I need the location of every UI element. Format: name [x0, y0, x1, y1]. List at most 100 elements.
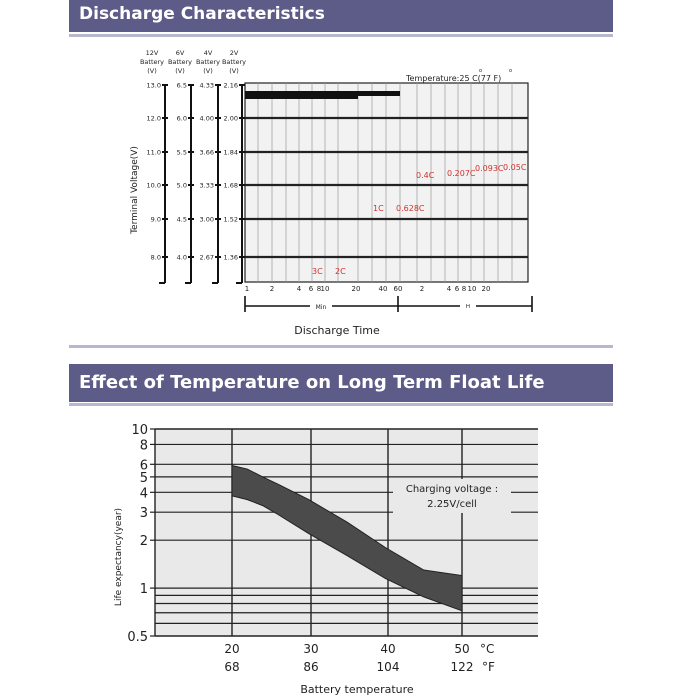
- x-tick-label: 6: [309, 285, 314, 293]
- voltage-column-header: (V): [203, 67, 213, 75]
- y-tick-label: 6.0: [177, 115, 187, 123]
- y-tick-label: 1.36: [224, 254, 238, 262]
- range-label-bg: [460, 302, 476, 310]
- annotation-line: 2.25V/cell: [427, 499, 477, 510]
- y-tick-label: 0.5: [127, 630, 148, 645]
- x-tick-label: 1: [245, 285, 249, 293]
- y-tick-label: 4.5: [177, 216, 187, 224]
- x-tick-label-celsius: 30: [303, 642, 318, 656]
- x-unit-celsius: °C: [480, 642, 494, 656]
- y-tick-label: 8.0: [151, 254, 161, 262]
- voltage-column-header: (V): [229, 67, 239, 75]
- y-tick-label: 8: [140, 438, 148, 453]
- min-range-label: Min: [316, 304, 327, 311]
- y-axis-label: Terminal Voltage(V): [130, 146, 140, 235]
- y-axis-label: Life expectancy(year): [114, 508, 124, 606]
- y-tick-label: 1: [140, 582, 148, 597]
- voltage-column-header: 2V: [230, 49, 239, 57]
- curve-label: 3C: [312, 267, 323, 276]
- section-divider: [69, 345, 613, 348]
- life-expectancy-band: [231, 464, 463, 612]
- y-tick-label: 9.0: [151, 216, 161, 224]
- y-tick-label: 2.00: [224, 115, 238, 123]
- x-tick-label-fahrenheit: 86: [303, 660, 318, 674]
- y-tick-label: 6: [140, 458, 148, 473]
- voltage-column-header: (V): [175, 67, 185, 75]
- annotation-line: Charging voltage :: [406, 484, 498, 495]
- y-tick-label: 1.84: [224, 149, 238, 157]
- voltage-column-header: 6V: [176, 49, 185, 57]
- range-label-bg: [310, 302, 332, 310]
- y-tick-label: 3.00: [200, 216, 214, 224]
- voltage-column-header: Battery: [168, 58, 192, 66]
- discharge-characteristics-chart: 12VBattery(V)13.012.011.010.09.08.06VBat…: [130, 49, 533, 337]
- y-tick-label: 13.0: [147, 82, 161, 90]
- degree-mark: o: [509, 68, 512, 74]
- y-tick-label: 3.33: [200, 182, 214, 190]
- float-life-section-banner: Effect of Temperature on Long Term Float…: [69, 364, 613, 402]
- y-tick-label: 6.5: [177, 82, 187, 90]
- y-tick-label: 1.52: [224, 216, 238, 224]
- curve-label: 0.628C: [396, 204, 425, 213]
- curve-label: 1C: [373, 204, 384, 213]
- discharge-section-title: Discharge Characteristics: [79, 4, 325, 24]
- x-tick-label-fahrenheit: 104: [377, 660, 400, 674]
- voltage-column-header: 4V: [204, 49, 213, 57]
- curve-label: 0.05C: [503, 163, 527, 172]
- float-life-section-title: Effect of Temperature on Long Term Float…: [79, 372, 545, 393]
- x-tick-label: 2: [270, 285, 274, 293]
- x-axis-label: Battery temperature: [300, 683, 414, 696]
- x-tick-label: 40: [379, 285, 388, 293]
- voltage-column-header: Battery: [196, 58, 220, 66]
- y-tick-label: 3: [140, 506, 148, 521]
- section-divider: [69, 34, 613, 37]
- plot-area: [244, 82, 529, 283]
- condition-label: Temperature:25 C(77 F): [405, 74, 501, 83]
- y-tick-label: 12.0: [147, 115, 161, 123]
- y-tick-label: 5.5: [177, 149, 187, 157]
- curve-label: 0.4C: [416, 171, 435, 180]
- x-unit-fahrenheit: °F: [482, 660, 495, 674]
- degree-mark: o: [479, 68, 482, 74]
- x-tick-label: 4: [447, 285, 452, 293]
- grid-line: [245, 91, 400, 96]
- x-tick-label: 8: [462, 285, 466, 293]
- y-tick-label: 2.16: [224, 82, 238, 90]
- y-tick-label: 11.0: [147, 149, 161, 157]
- y-tick-label: 2.67: [200, 254, 214, 262]
- x-tick-label: 4: [297, 285, 302, 293]
- y-tick-label: 4.33: [200, 82, 214, 90]
- y-tick-label: 4.0: [177, 254, 187, 262]
- curve-label: 0.093C: [475, 164, 504, 173]
- x-tick-label: 10: [321, 285, 330, 293]
- curve-label: 2C: [335, 267, 346, 276]
- voltage-column-header: Battery: [140, 58, 164, 66]
- voltage-column-header: Battery: [222, 58, 246, 66]
- y-tick-label: 5.0: [177, 182, 187, 190]
- grid-line: [245, 96, 358, 99]
- x-tick-label-celsius: 40: [380, 642, 395, 656]
- x-tick-label-fahrenheit: 68: [224, 660, 239, 674]
- y-tick-label: 1.68: [224, 182, 238, 190]
- x-tick-label: 20: [352, 285, 361, 293]
- y-tick-label: 4.00: [200, 115, 214, 123]
- x-tick-label: 2: [420, 285, 424, 293]
- y-tick-label: 10: [131, 423, 148, 438]
- x-tick-label-fahrenheit: 122: [451, 660, 474, 674]
- x-tick-label-celsius: 50: [454, 642, 469, 656]
- x-axis-label: Discharge Time: [294, 324, 380, 337]
- x-tick-label: 10: [468, 285, 477, 293]
- section-divider: [69, 403, 613, 406]
- x-tick-label: 60: [394, 285, 403, 293]
- h-range-label: H: [466, 304, 470, 310]
- y-tick-label: 4: [140, 486, 148, 501]
- y-tick-label: 3.66: [200, 149, 214, 157]
- y-tick-label: 5: [140, 471, 148, 486]
- curve-label: 0.207C: [447, 169, 476, 178]
- voltage-column-header: (V): [147, 67, 157, 75]
- x-tick-label: 20: [482, 285, 491, 293]
- discharge-section-banner: Discharge Characteristics: [69, 0, 613, 32]
- y-tick-label: 10.0: [147, 182, 161, 190]
- x-tick-label: 6: [455, 285, 460, 293]
